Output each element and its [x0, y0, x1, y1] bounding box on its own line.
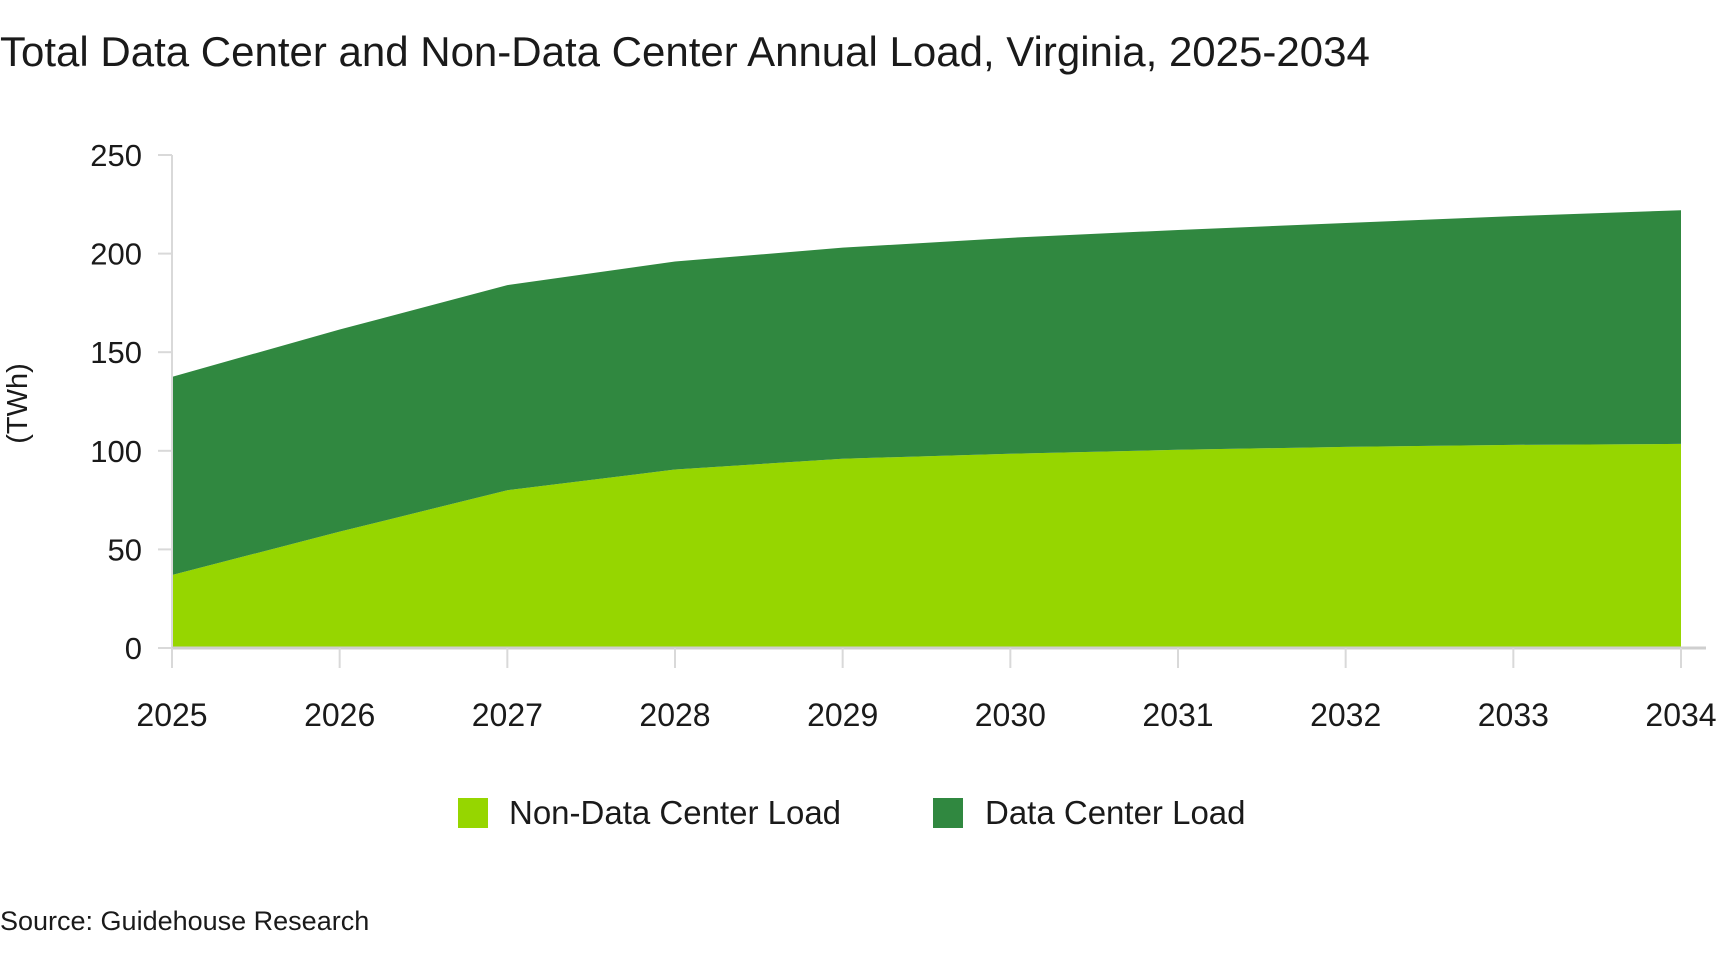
x-tick-label: 2033	[1478, 697, 1549, 733]
source-note: Source: Guidehouse Research	[0, 906, 370, 936]
legend: Non-Data Center Load Data Center Load	[458, 794, 1246, 831]
x-tick-label: 2032	[1310, 697, 1381, 733]
y-tick-label: 0	[125, 631, 142, 666]
x-tick-label: 2034	[1645, 697, 1716, 733]
x-tick-label: 2031	[1142, 697, 1213, 733]
x-tick-label: 2025	[136, 697, 207, 733]
x-tick-label: 2027	[472, 697, 543, 733]
x-tick-label: 2026	[304, 697, 375, 733]
x-tick-label: 2029	[807, 697, 878, 733]
y-tick-label: 250	[90, 138, 142, 173]
axes: 0 50 100 150 200 250 2025 2026 2027 2028 2029 2030 2…	[2, 138, 1717, 733]
y-tick-label: 100	[90, 434, 142, 469]
area-series-data-center-load	[172, 210, 1681, 576]
y-tick-label: 50	[108, 532, 142, 567]
x-tick-label: 2028	[639, 697, 710, 733]
chart-title: Total Data Center and Non-Data Center An…	[0, 28, 1370, 75]
series-areas	[172, 210, 1681, 648]
legend-swatch	[458, 798, 488, 828]
legend-label: Non-Data Center Load	[509, 794, 841, 831]
legend-label: Data Center Load	[985, 794, 1246, 831]
y-tick-label: 150	[90, 335, 142, 370]
x-tick-label: 2030	[975, 697, 1046, 733]
y-tick-label: 200	[90, 237, 142, 272]
area-series-non-data-center-load	[172, 443, 1681, 648]
legend-swatch	[933, 798, 963, 828]
y-axis-title: (TWh)	[2, 363, 34, 444]
